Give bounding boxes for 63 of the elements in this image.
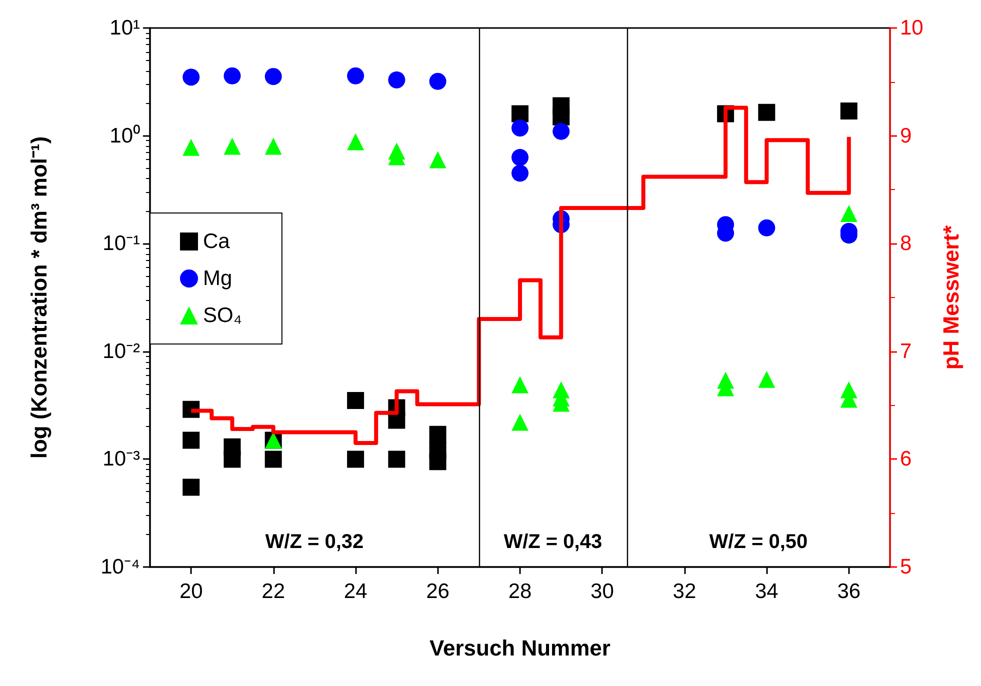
point bbox=[182, 478, 200, 496]
point bbox=[264, 68, 282, 85]
x-tick-label: 26 bbox=[426, 580, 450, 603]
legend-label: SO₄ bbox=[203, 304, 242, 327]
point bbox=[840, 205, 858, 222]
point bbox=[512, 376, 528, 394]
point bbox=[512, 120, 528, 137]
point bbox=[224, 450, 241, 468]
x-tick-label: 32 bbox=[672, 580, 696, 603]
y-axis-title: log (Konzentration * dm³ mol⁻¹) bbox=[26, 136, 52, 459]
point bbox=[388, 450, 406, 468]
x-tick-label: 28 bbox=[508, 580, 532, 603]
point bbox=[429, 151, 446, 168]
point bbox=[347, 67, 364, 84]
point bbox=[429, 453, 446, 470]
point bbox=[552, 108, 570, 126]
point bbox=[347, 450, 364, 468]
y2-tick-label: 8 bbox=[900, 232, 912, 256]
y2-tick-label: 6 bbox=[900, 448, 912, 471]
y-tick-label: 10⁻⁴ bbox=[100, 556, 140, 578]
annotation: W/Z = 0,50 bbox=[709, 531, 808, 553]
point bbox=[512, 414, 528, 431]
point bbox=[182, 138, 200, 156]
point bbox=[224, 138, 241, 155]
point bbox=[347, 392, 364, 410]
legend-label: Ca bbox=[203, 230, 230, 253]
x-tick-label: 34 bbox=[754, 580, 779, 603]
point bbox=[182, 68, 200, 86]
x-tick-label: 24 bbox=[344, 580, 368, 603]
y-tick-label: 10⁻¹ bbox=[102, 232, 140, 256]
annotation: W/Z = 0,43 bbox=[504, 531, 602, 553]
x-tick-label: 22 bbox=[262, 580, 286, 603]
point bbox=[429, 72, 446, 90]
point bbox=[347, 133, 364, 150]
point bbox=[264, 450, 282, 468]
x-tick-label: 20 bbox=[179, 580, 203, 603]
point bbox=[758, 370, 776, 388]
point bbox=[512, 105, 528, 122]
point bbox=[840, 102, 858, 120]
x-tick-label: 30 bbox=[590, 580, 614, 603]
y-tick-label: 10¹ bbox=[110, 16, 140, 40]
point bbox=[264, 138, 282, 155]
point bbox=[429, 426, 446, 443]
point bbox=[512, 164, 528, 182]
y-tick-label: 10⁻³ bbox=[102, 448, 140, 471]
y2-tick-label: 5 bbox=[900, 556, 912, 578]
point bbox=[552, 122, 570, 140]
point bbox=[224, 67, 241, 84]
annotation: W/Z = 0,32 bbox=[265, 531, 364, 553]
y-tick-label: 10⁻² bbox=[102, 340, 140, 363]
y2-tick-label: 10 bbox=[900, 16, 924, 40]
x-tick-label: 36 bbox=[837, 580, 861, 603]
y-tick-label: 10⁰ bbox=[110, 124, 140, 148]
point bbox=[758, 219, 776, 236]
point bbox=[388, 71, 406, 88]
point bbox=[512, 148, 528, 166]
point bbox=[182, 432, 200, 449]
y2-tick-label: 9 bbox=[900, 124, 912, 148]
y2-tick-label: 7 bbox=[900, 340, 912, 363]
legend-label: Mg bbox=[203, 267, 232, 290]
x-axis-title: Versuch Nummer bbox=[430, 636, 611, 660]
point bbox=[758, 104, 776, 121]
y2-axis-title: pH Messwert* bbox=[938, 224, 964, 370]
